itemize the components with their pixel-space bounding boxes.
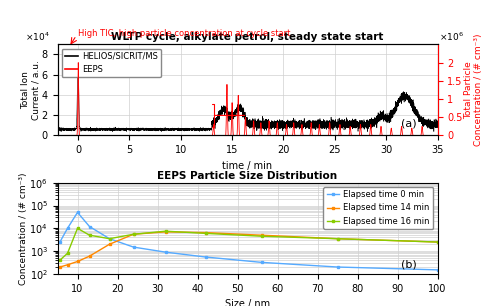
Elapsed time 16 min [434,240,440,244]
Elapsed time 16 min [162,229,168,233]
Text: High TIC, high particle concentration at cycle start: High TIC, high particle concentration at… [78,29,290,38]
Elapsed time 16 min [202,232,208,235]
Elapsed time 16 min [64,252,70,255]
Line: Elapsed time 14 min: Elapsed time 14 min [58,230,439,268]
Elapsed time 0 min [130,245,136,249]
Elapsed time 0 min [434,268,440,272]
Elapsed time 14 min [57,265,63,269]
Elapsed time 14 min [86,254,92,258]
Elapsed time 0 min [202,255,208,259]
Title: EEPS Particle Size Distribution: EEPS Particle Size Distribution [158,171,338,181]
Elapsed time 0 min [64,226,70,230]
Line: Elapsed time 16 min: Elapsed time 16 min [58,227,439,262]
Elapsed time 14 min [258,233,264,237]
Legend: Elapsed time 0 min, Elapsed time 14 min, Elapsed time 16 min: Elapsed time 0 min, Elapsed time 14 min,… [324,187,434,229]
Elapsed time 0 min [162,250,168,254]
X-axis label: Size / nm: Size / nm [225,299,270,306]
Elapsed time 16 min [106,237,112,241]
Elapsed time 14 min [106,242,112,246]
Elapsed time 14 min [162,230,168,234]
Y-axis label: Total Particle
Concentration / (# cm⁻³): Total Particle Concentration / (# cm⁻³) [464,34,483,146]
Elapsed time 16 min [334,237,340,241]
Legend: HELIOS/SICRIT/MS, EEPS: HELIOS/SICRIT/MS, EEPS [62,49,161,77]
Text: $\times$10$^6$: $\times$10$^6$ [440,30,464,43]
Elapsed time 14 min [74,260,80,263]
Elapsed time 14 min [434,240,440,244]
Y-axis label: Concentration / (# cm⁻³): Concentration / (# cm⁻³) [19,172,28,285]
Elapsed time 0 min [74,211,80,214]
Elapsed time 16 min [258,234,264,238]
Text: (b): (b) [402,259,417,269]
Elapsed time 0 min [258,260,264,264]
Y-axis label: Total Ion
Current / a.u.: Total Ion Current / a.u. [20,60,40,120]
Elapsed time 16 min [74,226,80,230]
Text: $\times$10$^4$: $\times$10$^4$ [25,30,50,43]
Title: WLTP cycle, alkylate petrol, steady state start: WLTP cycle, alkylate petrol, steady stat… [112,32,384,42]
Elapsed time 14 min [130,233,136,236]
Text: (a): (a) [402,118,417,128]
Elapsed time 16 min [57,258,63,262]
Line: Elapsed time 0 min: Elapsed time 0 min [58,211,439,271]
Elapsed time 0 min [57,240,63,244]
Elapsed time 16 min [86,233,92,237]
Elapsed time 14 min [202,231,208,234]
Elapsed time 0 min [334,265,340,269]
Elapsed time 0 min [86,225,92,228]
Elapsed time 14 min [64,263,70,267]
X-axis label: time / min: time / min [222,161,272,171]
Elapsed time 14 min [334,237,340,241]
Elapsed time 0 min [106,237,112,241]
Elapsed time 16 min [130,233,136,236]
